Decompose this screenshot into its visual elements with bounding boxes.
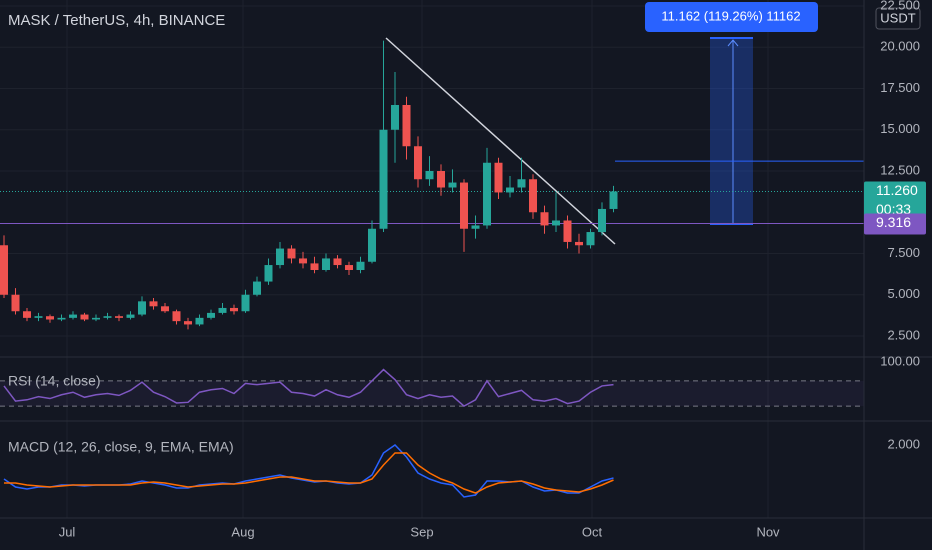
- candle-body: [34, 316, 43, 318]
- candle-body: [230, 307, 238, 312]
- candle-body: [184, 321, 192, 325]
- projection-box: [710, 38, 753, 224]
- candle-body: [368, 228, 376, 262]
- x-tick-label: Oct: [582, 524, 603, 539]
- candle-body: [172, 311, 181, 322]
- candle-body: [103, 316, 112, 318]
- candle-body: [69, 314, 77, 318]
- macd-title: MACD (12, 26, close, 9, EMA, EMA): [8, 439, 234, 455]
- candle-body: [345, 265, 353, 270]
- candle-body: [195, 317, 204, 325]
- rsi-title: RSI (14, close): [8, 373, 101, 389]
- rsi-band-fill: [0, 380, 864, 407]
- candle-body: [517, 179, 526, 188]
- candle-body: [115, 316, 123, 318]
- measure-box: [645, 2, 818, 32]
- candle-body: [126, 314, 135, 318]
- candle-body: [241, 294, 250, 312]
- candle-body: [253, 281, 261, 295]
- candle-body: [529, 179, 537, 213]
- candle-body: [299, 258, 307, 264]
- y-tick-label: 20.000: [880, 39, 920, 54]
- candle-body: [460, 182, 468, 229]
- x-tick-label: Jul: [59, 524, 76, 539]
- candle-body: [23, 311, 31, 318]
- last-price-box: [864, 181, 926, 220]
- candle-body: [356, 261, 365, 270]
- candle-body: [46, 316, 54, 320]
- candle-body: [540, 212, 549, 226]
- candle-body: [575, 241, 583, 246]
- candle-body: [437, 171, 445, 188]
- y-tick-label: 22.500: [880, 0, 920, 12]
- candle-body: [609, 191, 618, 209]
- candle-body: [414, 146, 422, 180]
- y-tick-label: 2.500: [887, 327, 920, 342]
- candle-body: [471, 225, 480, 229]
- candle-body: [264, 265, 273, 282]
- candle-body: [402, 105, 411, 147]
- plot: [0, 40, 864, 498]
- candle-body: [218, 307, 227, 313]
- projection-arrowhead: [727, 39, 739, 47]
- y-tick-label: 5.000: [887, 286, 920, 301]
- candle-body: [448, 182, 457, 188]
- level-label: 9.316: [876, 214, 911, 230]
- candle-body: [379, 129, 388, 229]
- candle-body: [149, 301, 158, 307]
- symbol-title: MASK / TetherUS, 4h, BINANCE: [8, 12, 225, 29]
- candle-body: [310, 263, 319, 270]
- candle-body: [598, 208, 606, 233]
- candle-body: [586, 232, 595, 246]
- candle-body: [506, 187, 514, 193]
- candle-body: [494, 162, 503, 193]
- measure-label: 11.162 (119.26%) 11162: [661, 8, 800, 23]
- candle-body: [483, 162, 491, 226]
- trend-line: [385, 37, 616, 245]
- macd-tick-label: 2.000: [887, 436, 920, 451]
- candle-body: [333, 258, 342, 266]
- candle-body: [563, 220, 572, 242]
- y-tick-label: 15.000: [880, 121, 920, 136]
- level-box: [864, 213, 926, 235]
- candle-body: [391, 105, 399, 130]
- currency: USDT: [880, 10, 915, 25]
- rsi-tick-label: 100.00: [880, 353, 920, 368]
- y-tick-label: 7.500: [887, 245, 920, 260]
- x-tick-label: Nov: [756, 524, 780, 539]
- candle-body: [276, 248, 284, 266]
- candle-body: [552, 220, 560, 226]
- candle-body: [0, 245, 8, 295]
- last-price-label: 11.260: [876, 182, 918, 198]
- candle-body: [207, 312, 215, 318]
- candle-body: [138, 301, 146, 315]
- x-tick-label: Sep: [410, 524, 433, 539]
- candle-body: [161, 306, 169, 312]
- candle-body: [80, 314, 89, 320]
- candle-body: [287, 248, 296, 259]
- candle-body: [92, 317, 100, 320]
- axis: Jul Aug Sep Oct Nov 2.500 5.000 7.500 12.500 15.0…: [59, 0, 926, 539]
- rsi-line: [3, 368, 614, 408]
- x-tick-label: Aug: [231, 524, 254, 539]
- macd-line: [4, 452, 614, 494]
- candle-body: [11, 294, 20, 312]
- candle-body: [425, 171, 434, 180]
- y-tick-label: 17.500: [880, 80, 920, 95]
- candle-body: [57, 317, 66, 320]
- countdown: 00:33: [876, 201, 911, 217]
- y-tick-label: 12.500: [880, 162, 920, 177]
- currency-box: [875, 7, 921, 30]
- candle-body: [322, 258, 330, 270]
